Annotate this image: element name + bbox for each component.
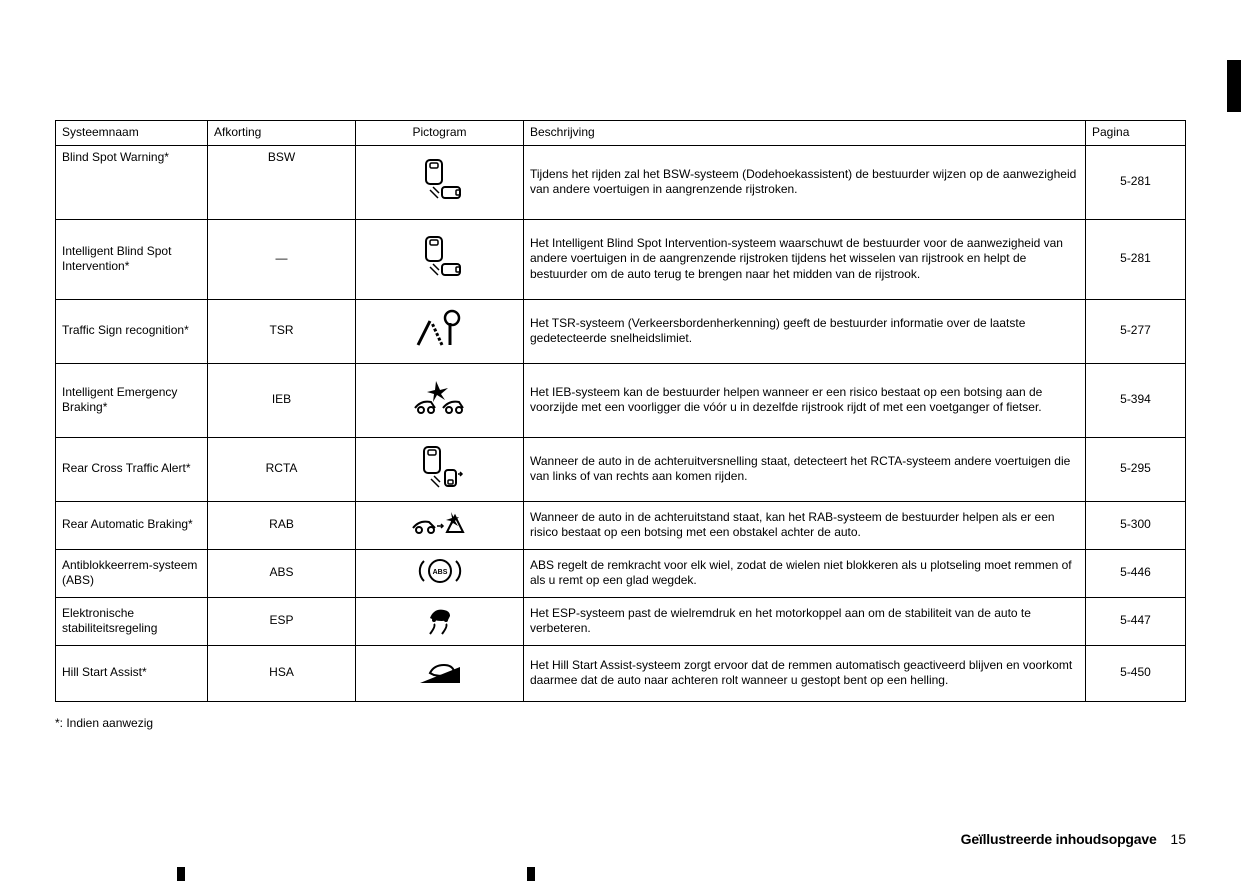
abs-icon: ABS (418, 555, 462, 587)
cell-page: 5-447 (1086, 597, 1186, 645)
table-header-row: Systeemnaam Afkorting Pictogram Beschrij… (56, 121, 1186, 146)
table-row: Hill Start Assist* HSA Het Hill Start As… (56, 645, 1186, 701)
section-tab-marker (1227, 60, 1241, 112)
cell-icon (356, 597, 524, 645)
systems-table: Systeemnaam Afkorting Pictogram Beschrij… (55, 120, 1186, 702)
ibsi-icon (412, 234, 468, 280)
registration-mark (527, 867, 535, 881)
cell-icon (356, 363, 524, 437)
cell-name: Rear Cross Traffic Alert* (56, 437, 208, 501)
cell-desc: Het TSR-systeem (Verkeersbordenherkennin… (524, 299, 1086, 363)
cell-page: 5-450 (1086, 645, 1186, 701)
cell-desc: Het ESP-systeem past de wielremdruk en h… (524, 597, 1086, 645)
cell-abbr: TSR (208, 299, 356, 363)
svg-text:ABS: ABS (432, 569, 447, 576)
col-header-abbr: Afkorting (208, 121, 356, 146)
registration-mark (177, 867, 185, 881)
cell-page: 5-281 (1086, 145, 1186, 219)
bsw-icon (412, 157, 468, 203)
cell-abbr: HSA (208, 645, 356, 701)
cell-icon (356, 437, 524, 501)
cell-name: Rear Automatic Braking* (56, 501, 208, 549)
cell-name: Intelligent Blind Spot Intervention* (56, 219, 208, 299)
table-row: Antiblokkeerrem-systeem (ABS) ABS ABS AB… (56, 549, 1186, 597)
document-page: Systeemnaam Afkorting Pictogram Beschrij… (0, 0, 1241, 875)
cell-icon (356, 299, 524, 363)
col-header-name: Systeemnaam (56, 121, 208, 146)
cell-icon (356, 501, 524, 549)
page-footer: Geïllustreerde inhoudsopgave 15 (961, 831, 1186, 847)
cell-abbr: RAB (208, 501, 356, 549)
cell-page: 5-300 (1086, 501, 1186, 549)
cell-name: Blind Spot Warning* (56, 145, 208, 219)
cell-page: 5-394 (1086, 363, 1186, 437)
table-row: Traffic Sign recognition* TSR Het TSR-sy… (56, 299, 1186, 363)
cell-page: 5-277 (1086, 299, 1186, 363)
table-row: Blind Spot Warning* BSW Tijdens het rijd… (56, 145, 1186, 219)
ieb-icon (411, 378, 469, 418)
cell-desc: Wanneer de auto in de achteruitversnelli… (524, 437, 1086, 501)
col-header-page: Pagina (1086, 121, 1186, 146)
cell-icon: ABS (356, 549, 524, 597)
cell-desc: Het Intelligent Blind Spot Intervention-… (524, 219, 1086, 299)
cell-abbr: ABS (208, 549, 356, 597)
tsr-icon (412, 309, 468, 349)
cell-desc: Tijdens het rijden zal het BSW-systeem (… (524, 145, 1086, 219)
cell-icon (356, 645, 524, 701)
cell-icon (356, 219, 524, 299)
cell-abbr: ESP (208, 597, 356, 645)
cell-abbr: RCTA (208, 437, 356, 501)
cell-page: 5-295 (1086, 437, 1186, 501)
cell-icon (356, 145, 524, 219)
cell-desc: ABS regelt de remkracht voor elk wiel, z… (524, 549, 1086, 597)
footer-section-title: Geïllustreerde inhoudsopgave (961, 831, 1157, 847)
esp-icon (420, 602, 460, 636)
table-row: Intelligent Emergency Braking* IEB Het I… (56, 363, 1186, 437)
cell-name: Elektronische stabiliteitsregeling (56, 597, 208, 645)
cell-name: Intelligent Emergency Braking* (56, 363, 208, 437)
hsa-icon (416, 655, 464, 687)
cell-page: 5-281 (1086, 219, 1186, 299)
table-row: Elektronische stabiliteitsregeling ESP H… (56, 597, 1186, 645)
rab-icon (411, 508, 469, 538)
col-header-icon: Pictogram (356, 121, 524, 146)
cell-name: Antiblokkeerrem-systeem (ABS) (56, 549, 208, 597)
cell-desc: Het Hill Start Assist-systeem zorgt ervo… (524, 645, 1086, 701)
cell-desc: Het IEB-systeem kan de bestuurder helpen… (524, 363, 1086, 437)
footer-page-number: 15 (1170, 831, 1186, 847)
footnote: *: Indien aanwezig (55, 716, 1186, 730)
cell-abbr: BSW (208, 145, 356, 219)
rcta-icon (412, 444, 468, 490)
cell-name: Hill Start Assist* (56, 645, 208, 701)
table-row: Rear Cross Traffic Alert* RCTA Wanneer d… (56, 437, 1186, 501)
col-header-desc: Beschrijving (524, 121, 1086, 146)
cell-desc: Wanneer de auto in de achteruitstand sta… (524, 501, 1086, 549)
table-row: Intelligent Blind Spot Intervention* — H… (56, 219, 1186, 299)
cell-name: Traffic Sign recognition* (56, 299, 208, 363)
table-row: Rear Automatic Braking* RAB Wanneer de a… (56, 501, 1186, 549)
cell-abbr: — (208, 219, 356, 299)
cell-abbr: IEB (208, 363, 356, 437)
cell-page: 5-446 (1086, 549, 1186, 597)
